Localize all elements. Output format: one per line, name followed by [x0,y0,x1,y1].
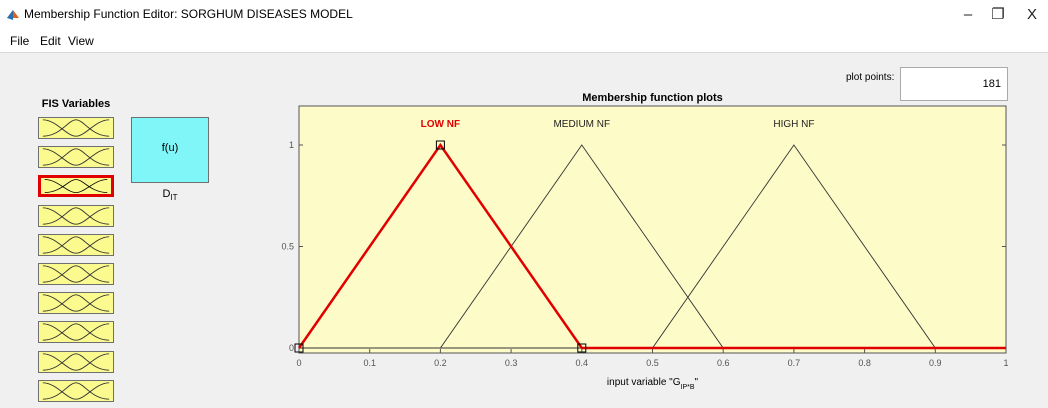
membership-curves-icon [42,119,110,137]
output-variable-subscript: IT [170,193,178,203]
curve-vertex-handle [435,140,445,150]
x-tick-label: 0.4 [576,358,589,368]
x-tick-label: 0.6 [717,358,730,368]
fis-input-variable[interactable] [38,350,114,373]
plot-title: Membership function plots [582,92,723,104]
plot-axes-background [298,105,1007,354]
title-bar: Membership Function Editor: SORGHUM DISE… [0,0,1048,30]
output-variable-name: D [162,188,171,200]
x-tick-label: 0.3 [505,358,518,368]
x-tick-label: 0 [296,358,301,368]
menu-bar: File Edit View [0,30,1048,53]
restore-button[interactable]: ❐ [991,6,1005,23]
x-tick-label: 0.5 [646,358,659,368]
fis-input-variable[interactable] [38,379,114,402]
y-tick-label: 1 [289,140,294,150]
menu-edit[interactable]: Edit [40,34,61,48]
fis-input-variable[interactable] [38,204,114,227]
plot-points-label: plot points: [846,72,895,83]
membership-curves-icon [42,265,110,283]
curve-vertex-handle [577,343,587,353]
curve-vertex-handle [294,343,304,353]
membership-function-plot[interactable]: Membership function plots 0 0.1 0.2 0.3 0.4 0.… [270,86,1015,408]
fis-input-variable[interactable] [38,292,114,315]
matlab-icon [7,10,19,20]
fis-input-variable[interactable] [38,263,114,285]
minimize-button[interactable]: – [963,6,973,23]
membership-curves-icon [42,294,110,312]
x-tick-label: 0.2 [434,358,447,368]
membership-function-label: HIGH NF [773,119,814,130]
fis-input-variable[interactable] [38,233,114,256]
membership-curves-icon [42,352,110,371]
rule-system-label: f(u) [161,142,179,154]
membership-curves-icon [42,148,110,166]
x-tick-label: 0.7 [788,358,801,368]
fis-input-variable[interactable] [38,321,114,344]
fis-variables-title: FIS Variables [41,98,111,110]
membership-curves-icon [44,179,108,194]
y-tick-label: 0.5 [281,242,294,252]
output-variable-label: DIT [131,188,209,202]
membership-curves-icon [42,323,110,342]
rule-system-box[interactable]: f(u) [131,117,209,183]
menu-view[interactable]: View [68,34,94,48]
fis-input-variable[interactable] [38,146,114,169]
membership-curves-icon [42,206,110,225]
window-title: Membership Function Editor: SORGHUM DISE… [24,7,353,21]
close-button[interactable]: X [1026,6,1037,23]
membership-curve [297,142,1006,350]
fis-input-variable[interactable] [38,117,114,139]
fis-input-variable[interactable] [38,175,114,198]
plot-points-input[interactable] [900,67,1008,101]
membership-function-label: MEDIUM NF [553,119,610,130]
membership-function-label: LOW NF [421,119,460,130]
membership-curves-icon [42,382,110,400]
x-axis-label: input variable "GIP*B" [607,377,699,391]
menu-file[interactable]: File [10,34,30,48]
x-tick-label: 1 [1003,358,1008,368]
x-tick-label: 0.9 [929,358,942,368]
y-tick-label: 0 [289,343,294,353]
x-tick-label: 0.8 [858,358,871,368]
membership-curves-icon [42,236,110,254]
x-tick-label: 0.1 [363,358,376,368]
